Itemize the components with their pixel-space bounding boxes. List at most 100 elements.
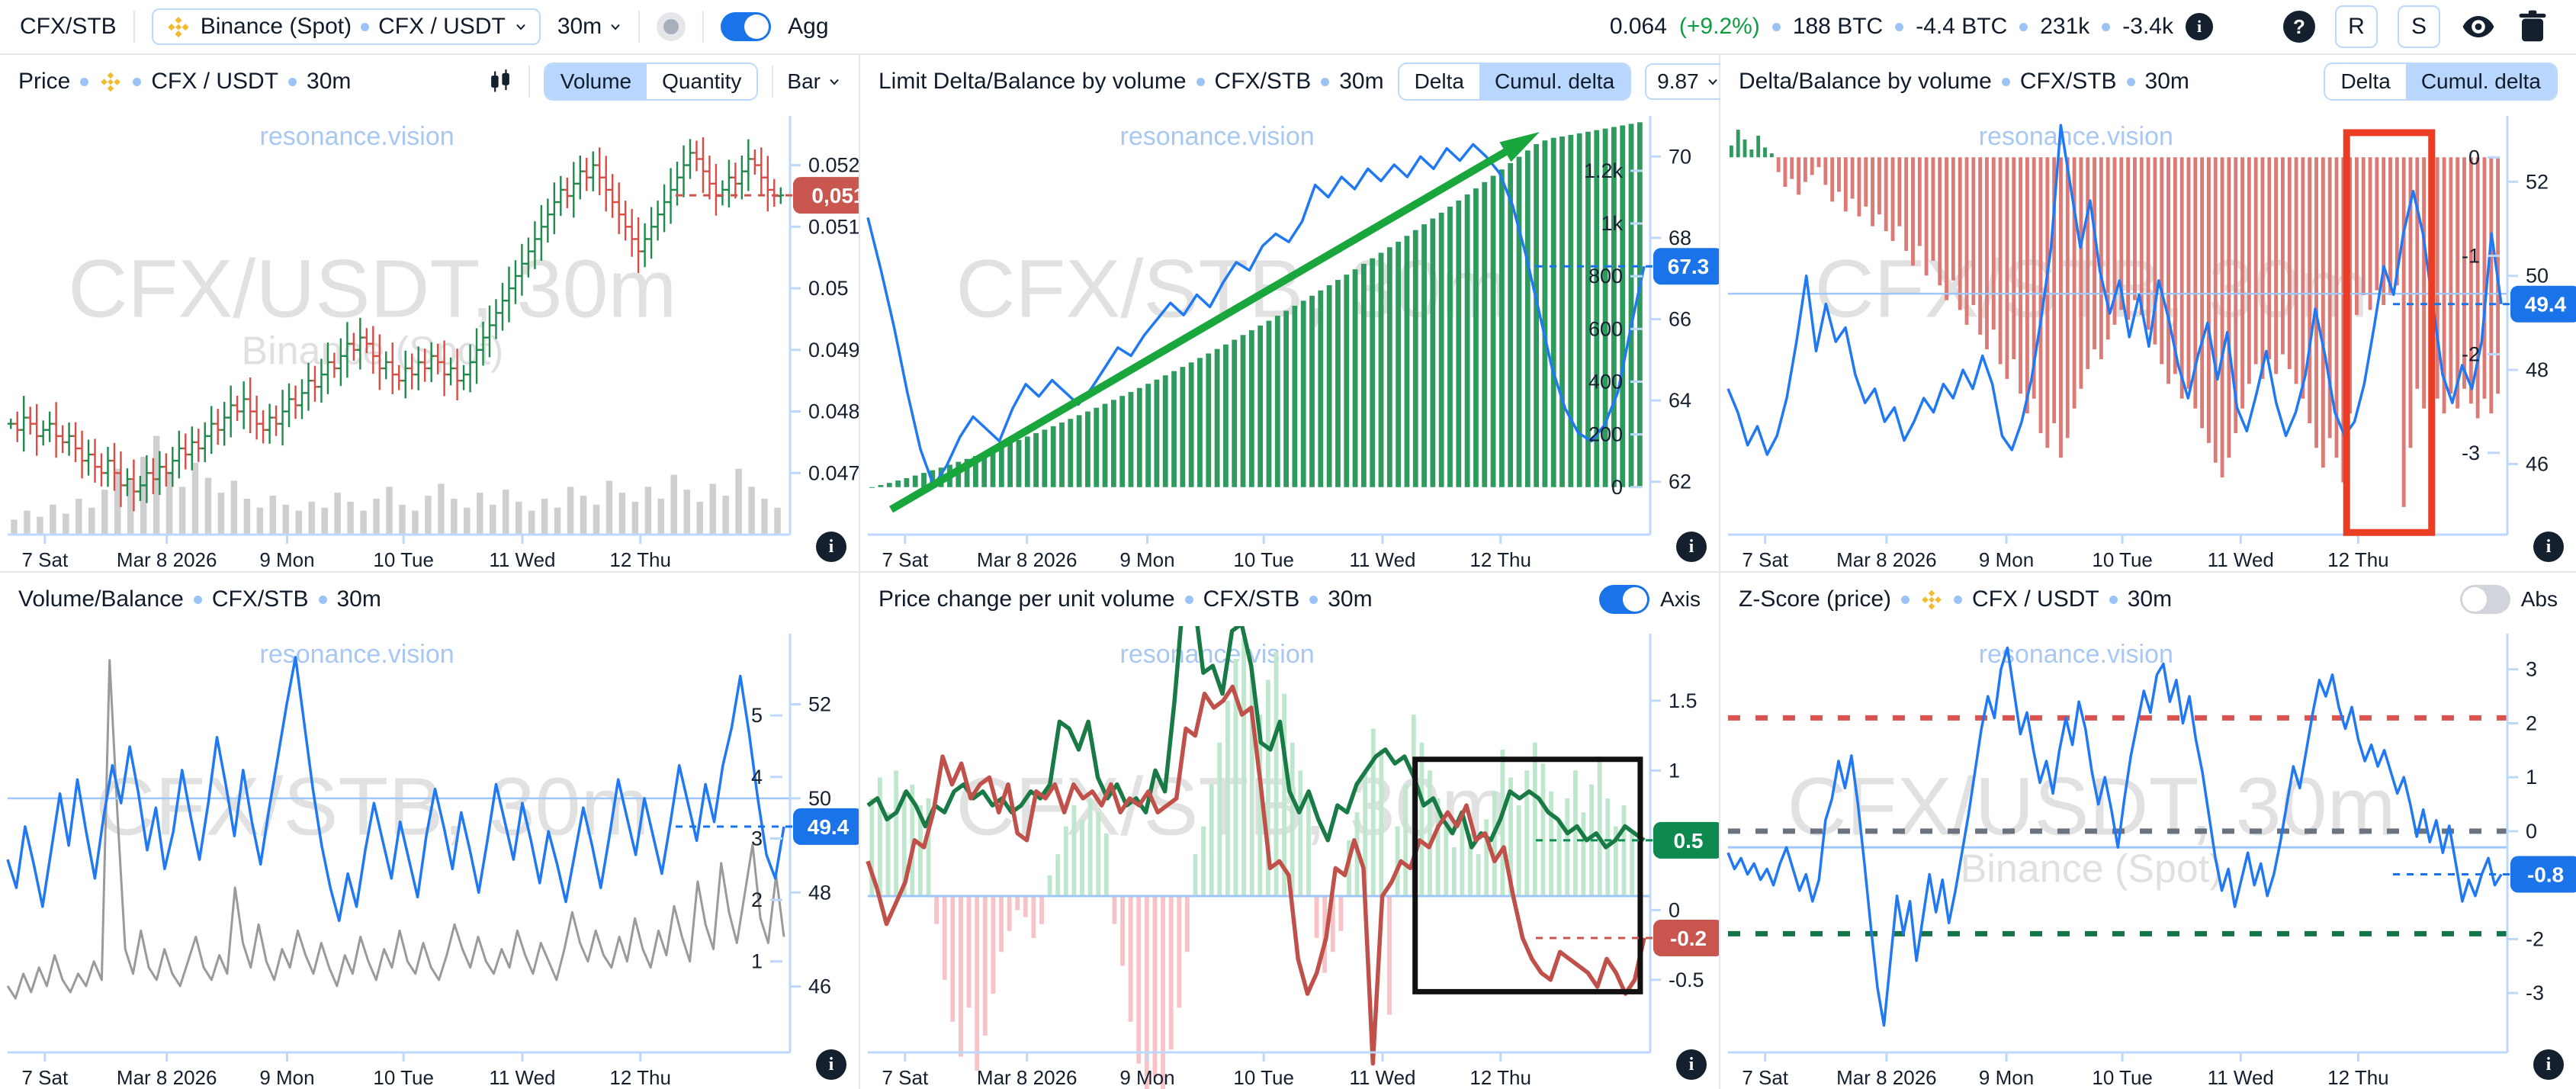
svg-text:9 Mon: 9 Mon bbox=[1119, 1066, 1174, 1089]
r-button[interactable]: R bbox=[2335, 5, 2378, 48]
s-button[interactable]: S bbox=[2398, 5, 2440, 48]
panel-price: Price CFX / USDT 30m Volume Quantity Bar… bbox=[0, 55, 860, 573]
chevron-down-icon bbox=[1707, 79, 1717, 85]
panel-header: Z-Score (price) CFX / USDT 30m Abs bbox=[1720, 573, 2576, 626]
volume-quantity-segmented: Volume Quantity bbox=[543, 63, 759, 101]
radio-dot bbox=[663, 19, 679, 34]
chart-canvas[interactable]: CFX/USDT, 30m Binance (Spot) resonance.vis… bbox=[1720, 626, 2576, 1089]
eye-icon[interactable] bbox=[2460, 8, 2497, 45]
svg-text:9 Mon: 9 Mon bbox=[1979, 548, 2034, 571]
info-icon[interactable]: i bbox=[1676, 1049, 1707, 1080]
toggle-knob bbox=[2462, 587, 2487, 612]
info-icon[interactable]: i bbox=[2533, 1049, 2564, 1080]
title-part: CFX / USDT bbox=[1972, 586, 2099, 612]
svg-text:5: 5 bbox=[751, 704, 763, 727]
svg-text:12 Thu: 12 Thu bbox=[1469, 548, 1531, 571]
chart-canvas[interactable]: CFX/STB, 30m resonance.vision 5 4 3 2 1 52 50 48 4… bbox=[0, 626, 859, 1089]
info-icon[interactable]: i bbox=[816, 532, 846, 562]
svg-text:46: 46 bbox=[2526, 452, 2549, 475]
svg-text:12 Thu: 12 Thu bbox=[2327, 548, 2388, 571]
svg-text:800: 800 bbox=[1588, 265, 1623, 288]
panel-title: Price change per unit volume CFX/STB 30m bbox=[878, 586, 1373, 612]
price-change: (+9.2%) bbox=[1678, 14, 1760, 39]
svg-text:200: 200 bbox=[1588, 423, 1623, 446]
title-part: 30m bbox=[1339, 69, 1384, 94]
toggle-knob bbox=[744, 14, 769, 39]
segment-cumul-delta[interactable]: Cumul. delta bbox=[1479, 64, 1630, 99]
divider bbox=[528, 66, 530, 98]
timeframe-selector[interactable]: 30m bbox=[557, 14, 622, 40]
pair-selector[interactable]: Binance (Spot) CFX / USDT bbox=[151, 8, 541, 45]
title-part: Delta/Balance by volume bbox=[1739, 69, 1992, 94]
separator-dot bbox=[1321, 77, 1330, 86]
dropdown-label: 9.87 bbox=[1657, 69, 1699, 93]
svg-text:52: 52 bbox=[808, 693, 831, 716]
segment-cumul-delta[interactable]: Cumul. delta bbox=[2405, 64, 2556, 99]
panel-header: Limit Delta/Balance by volume CFX/STB 30… bbox=[860, 55, 1731, 108]
svg-text:-3: -3 bbox=[2462, 442, 2480, 464]
svg-text:1.5: 1.5 bbox=[1669, 689, 1698, 712]
title-part: Volume/Balance bbox=[18, 586, 184, 612]
toggle-label: Abs bbox=[2520, 587, 2558, 611]
record-radio[interactable] bbox=[657, 12, 686, 41]
svg-text:1: 1 bbox=[1669, 759, 1680, 782]
svg-text:1: 1 bbox=[751, 950, 763, 973]
chart-style-dropdown[interactable]: Bar bbox=[787, 69, 840, 94]
title-part: CFX/STB bbox=[1214, 69, 1312, 94]
separator-dot bbox=[361, 22, 370, 31]
svg-text:9 Mon: 9 Mon bbox=[1979, 1066, 2034, 1089]
trash-icon[interactable] bbox=[2517, 9, 2549, 44]
svg-text:-0.5: -0.5 bbox=[1669, 969, 1704, 991]
segment-quantity[interactable]: Quantity bbox=[647, 64, 757, 99]
separator-dot bbox=[318, 595, 327, 604]
info-icon[interactable]: i bbox=[2533, 532, 2564, 562]
abs-toggle[interactable] bbox=[2459, 585, 2510, 614]
panel-controls: Axis bbox=[1599, 585, 1701, 614]
panel-volume-balance: Volume/Balance CFX/STB 30m CFX/STB, 30m r… bbox=[0, 573, 860, 1089]
abs-toggle-row: Abs bbox=[2459, 585, 2558, 614]
delta-base: -3.4k bbox=[2122, 14, 2173, 39]
svg-text:12 Thu: 12 Thu bbox=[609, 1066, 670, 1089]
svg-text:64: 64 bbox=[1669, 389, 1691, 412]
separator-dot bbox=[80, 77, 89, 86]
toolbar-actions: ? R S bbox=[2283, 5, 2549, 48]
svg-text:CFX/USDT, 30m: CFX/USDT, 30m bbox=[68, 243, 676, 335]
svg-text:68: 68 bbox=[1669, 226, 1691, 249]
svg-text:50: 50 bbox=[808, 787, 831, 810]
segment-delta[interactable]: Delta bbox=[1399, 64, 1479, 99]
info-icon[interactable]: i bbox=[1676, 532, 1707, 562]
title-part: Price bbox=[18, 69, 71, 94]
info-icon[interactable]: i bbox=[816, 1049, 846, 1080]
top-toolbar: CFX/STB Binance (Spot) CFX / USDT 30m Ag… bbox=[0, 0, 2576, 55]
axis-toggle-row: Axis bbox=[1599, 585, 1701, 614]
svg-text:2: 2 bbox=[751, 888, 763, 911]
separator-dot bbox=[1901, 595, 1910, 604]
svg-text:11 Wed: 11 Wed bbox=[1349, 548, 1415, 571]
axis-toggle[interactable] bbox=[1599, 585, 1650, 614]
help-icon[interactable]: ? bbox=[2283, 11, 2315, 43]
svg-text:1.2k: 1.2k bbox=[1584, 159, 1624, 182]
info-icon[interactable]: i bbox=[2186, 13, 2213, 40]
svg-text:Mar 8 2026: Mar 8 2026 bbox=[117, 1066, 217, 1089]
segment-delta[interactable]: Delta bbox=[2325, 64, 2406, 99]
title-part: 30m bbox=[2144, 69, 2189, 94]
svg-text:0: 0 bbox=[1611, 476, 1623, 499]
agg-toggle[interactable] bbox=[721, 12, 772, 41]
svg-text:-0.8: -0.8 bbox=[2527, 863, 2564, 887]
candlestick-icon[interactable] bbox=[486, 67, 515, 96]
agg-label: Agg bbox=[788, 14, 829, 39]
threshold-dropdown[interactable]: 9.87 bbox=[1645, 63, 1731, 100]
chart-canvas[interactable]: CFX/STB, 30m resonance.vision 0 -1 -2 -3 52 50 4… bbox=[1720, 108, 2576, 571]
chart-canvas[interactable]: CFX/STB, 30m resonance.vision 1.2k 1k 800 600… bbox=[860, 108, 1719, 571]
svg-text:-2: -2 bbox=[2526, 927, 2544, 950]
svg-text:9 Mon: 9 Mon bbox=[259, 548, 314, 571]
svg-text:0.049: 0.049 bbox=[808, 339, 859, 361]
title-part: CFX/STB bbox=[211, 586, 309, 612]
chart-canvas[interactable]: CFX/USDT, 30m Binance (Spot) resonance.vis… bbox=[0, 108, 859, 571]
title-part: CFX/STB bbox=[2019, 69, 2117, 94]
panel-header: Volume/Balance CFX/STB 30m bbox=[0, 573, 859, 626]
segment-volume[interactable]: Volume bbox=[544, 64, 647, 99]
chart-canvas[interactable]: CFX/STB, 30m resonance.vision 1.5 1 0.5 0 -0.5… bbox=[860, 626, 1719, 1089]
svg-text:10 Tue: 10 Tue bbox=[373, 1066, 434, 1089]
